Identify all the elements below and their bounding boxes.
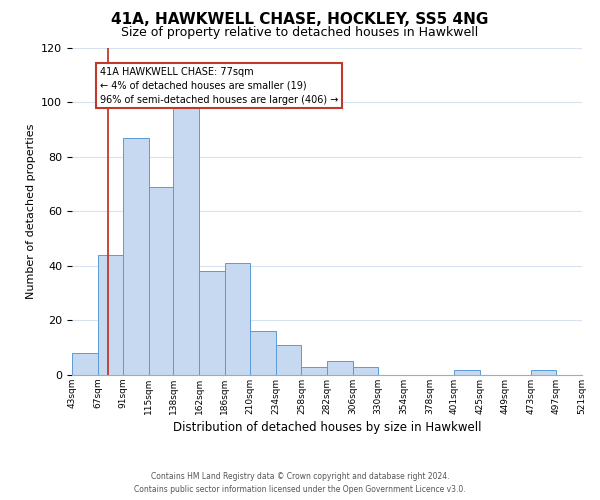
Text: 41A HAWKWELL CHASE: 77sqm
← 4% of detached houses are smaller (19)
96% of semi-d: 41A HAWKWELL CHASE: 77sqm ← 4% of detach…: [100, 66, 338, 104]
Text: 41A, HAWKWELL CHASE, HOCKLEY, SS5 4NG: 41A, HAWKWELL CHASE, HOCKLEY, SS5 4NG: [112, 12, 488, 28]
Y-axis label: Number of detached properties: Number of detached properties: [26, 124, 35, 299]
Bar: [276, 345, 301, 375]
Bar: [353, 367, 378, 375]
Bar: [531, 370, 556, 375]
X-axis label: Distribution of detached houses by size in Hawkwell: Distribution of detached houses by size …: [173, 421, 481, 434]
Bar: [250, 332, 276, 375]
Bar: [327, 362, 353, 375]
Text: Contains HM Land Registry data © Crown copyright and database right 2024.
Contai: Contains HM Land Registry data © Crown c…: [134, 472, 466, 494]
Bar: [301, 367, 327, 375]
Bar: [224, 263, 250, 375]
Bar: [454, 370, 479, 375]
Bar: [149, 186, 173, 375]
Bar: [123, 138, 149, 375]
Bar: [72, 353, 98, 375]
Text: Size of property relative to detached houses in Hawkwell: Size of property relative to detached ho…: [121, 26, 479, 39]
Bar: [199, 272, 224, 375]
Bar: [173, 100, 199, 375]
Bar: [98, 255, 123, 375]
